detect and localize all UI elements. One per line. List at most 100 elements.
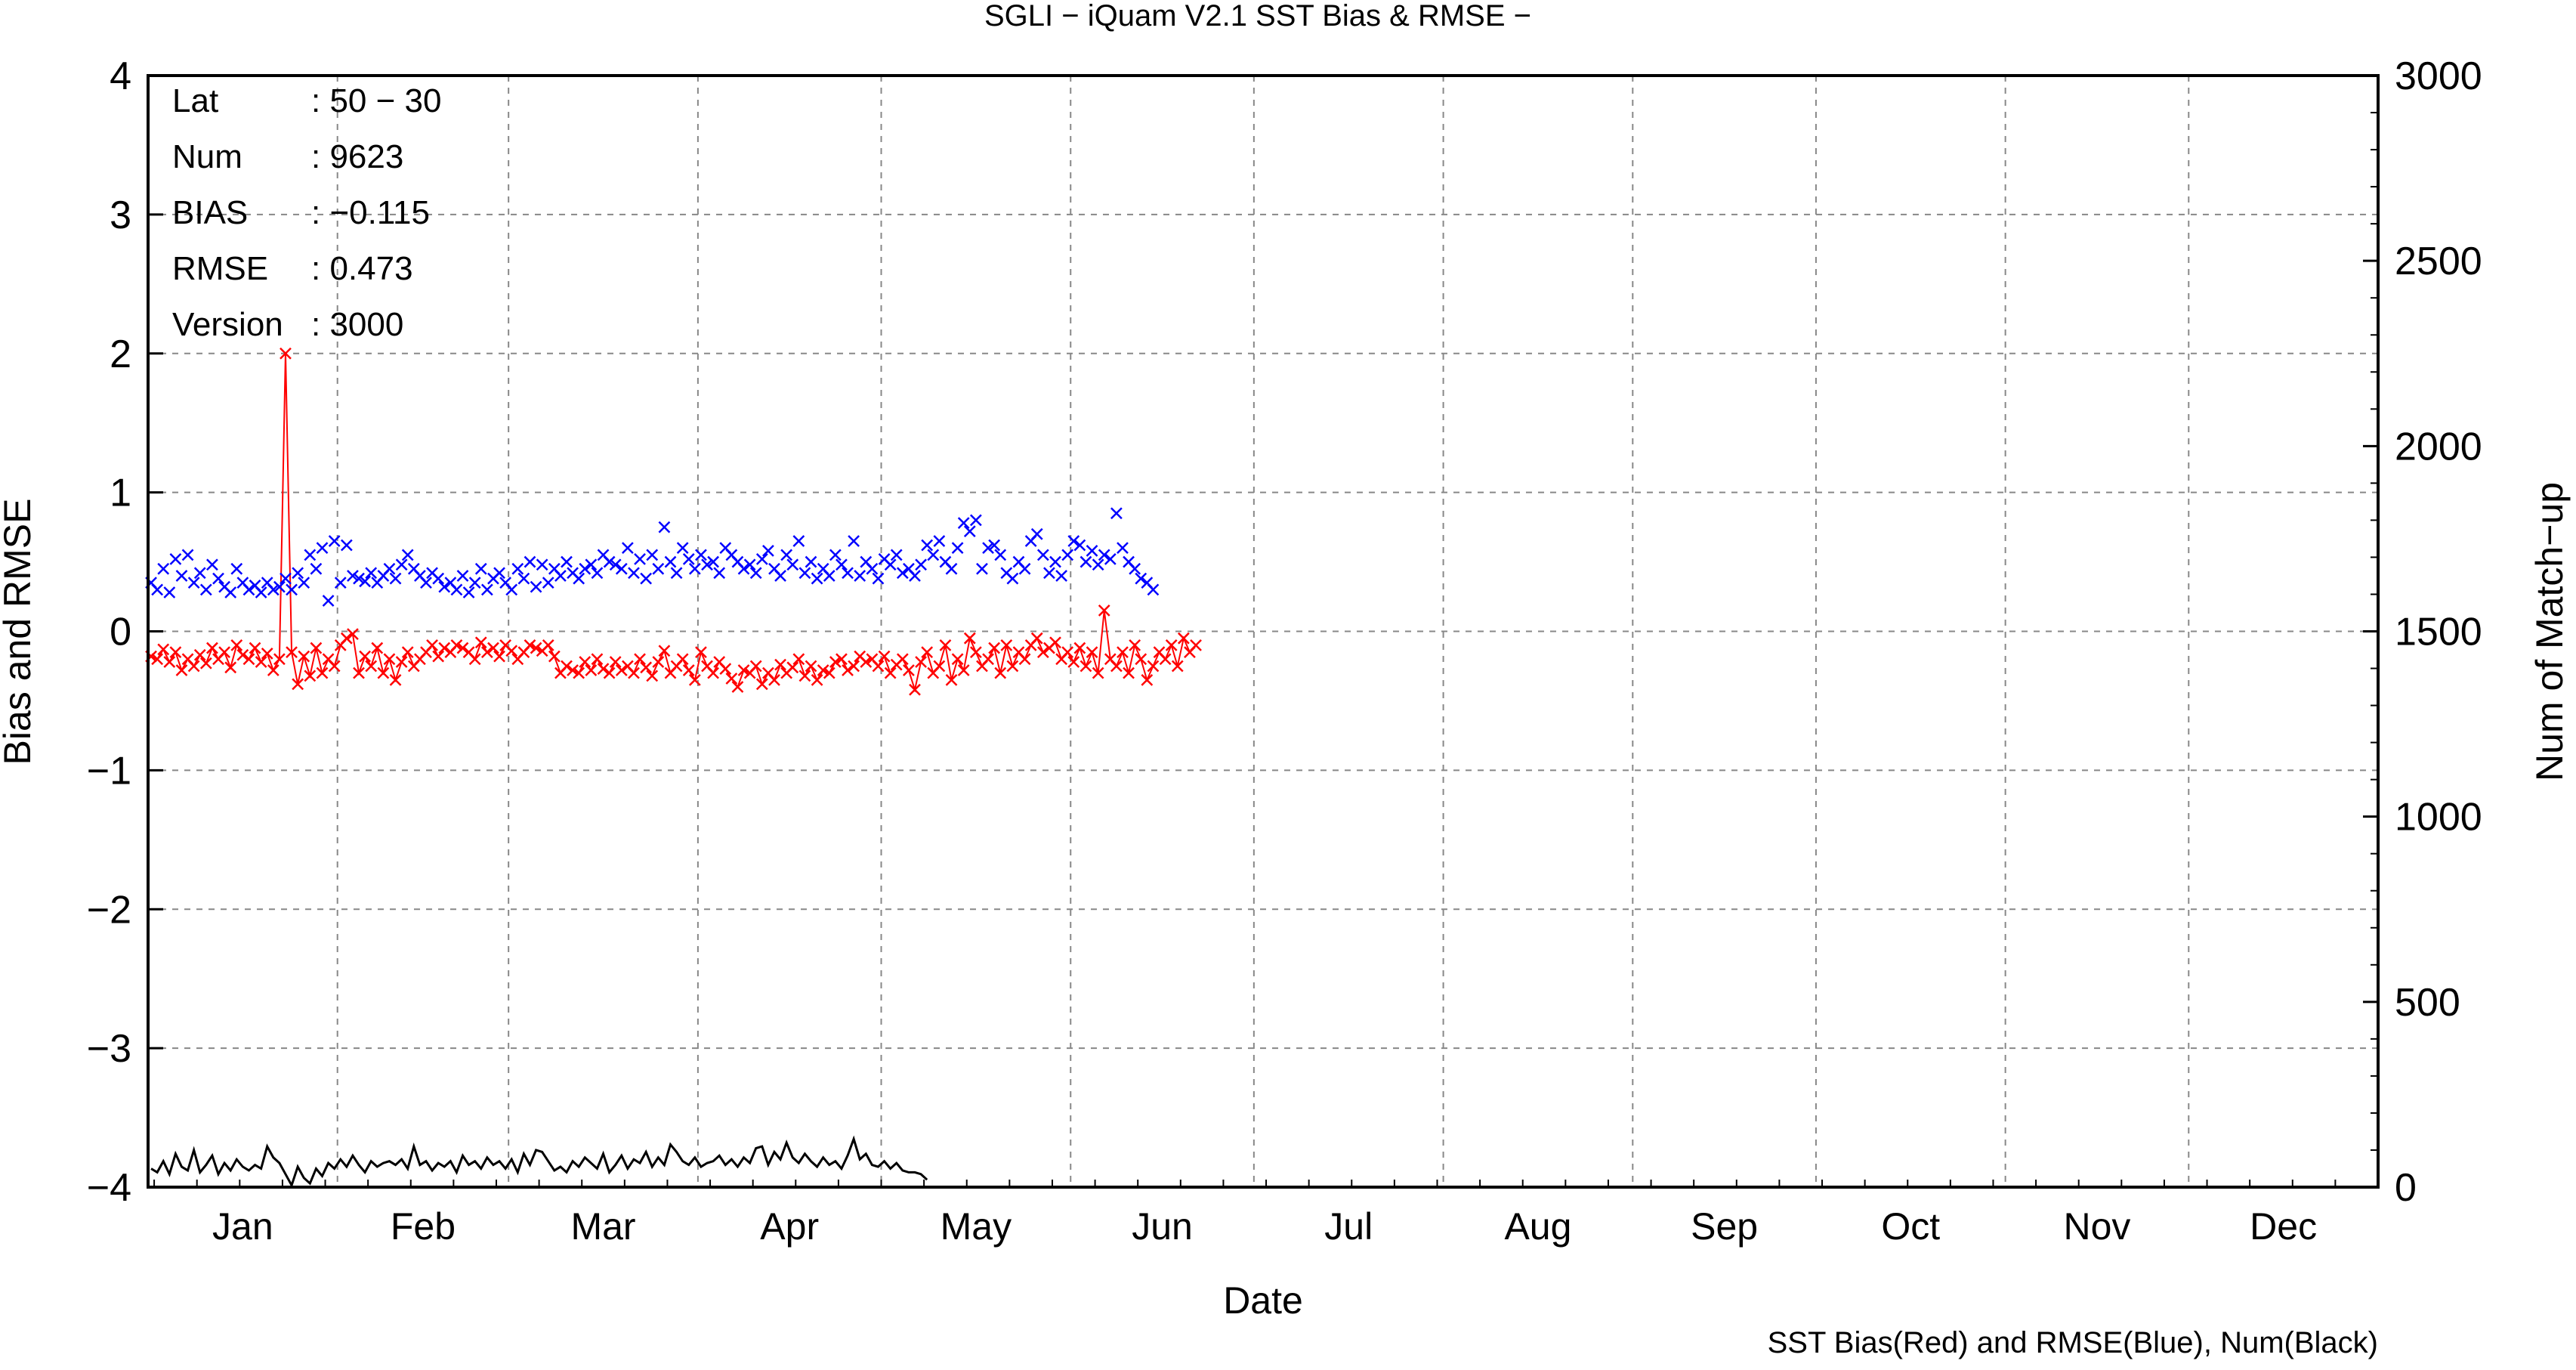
bias-series-point bbox=[585, 664, 598, 676]
bias-series-point bbox=[175, 664, 188, 676]
rmse-series-point bbox=[1147, 583, 1160, 596]
rmse-series-point bbox=[615, 562, 628, 575]
bias-series-point bbox=[963, 632, 976, 645]
rmse-series-point bbox=[517, 572, 530, 585]
y2-tick-label: 3000 bbox=[2395, 54, 2482, 98]
bias-series-point bbox=[1190, 639, 1202, 651]
y2-axis-label: Num of Match−up bbox=[2528, 482, 2571, 781]
rmse-series-point bbox=[695, 549, 707, 561]
bias-series-point bbox=[468, 653, 481, 666]
bias-series-point bbox=[1117, 646, 1129, 658]
bias-series-point bbox=[151, 653, 164, 666]
rmse-series-point bbox=[664, 555, 677, 568]
rmse-series-point bbox=[994, 549, 1007, 561]
stat-bias-value: : −0.115 bbox=[311, 194, 430, 231]
rmse-series-point bbox=[658, 521, 671, 533]
rmse-series-point bbox=[634, 553, 646, 565]
rmse-series-point bbox=[340, 539, 353, 552]
bias-series-point bbox=[426, 639, 438, 651]
bias-series-point bbox=[817, 664, 829, 676]
bias-series-point bbox=[310, 642, 323, 654]
stat-version-label: Version bbox=[172, 306, 283, 343]
bias-series-point bbox=[1092, 666, 1104, 679]
stat-num-label: Num bbox=[172, 138, 242, 175]
bias-series-point bbox=[169, 646, 182, 658]
rmse-series-point bbox=[199, 583, 212, 596]
bias-series-point bbox=[157, 643, 170, 656]
rmse-series-point bbox=[988, 539, 1001, 552]
y-tick-label: 1 bbox=[110, 472, 131, 515]
rmse-series-point bbox=[157, 562, 170, 575]
bias-series-point bbox=[249, 642, 261, 654]
bias-series-point bbox=[749, 660, 762, 673]
bias-series-point bbox=[359, 650, 371, 663]
rmse-series-point bbox=[896, 567, 909, 580]
bias-series-point bbox=[903, 664, 915, 676]
bias-series-point bbox=[542, 639, 554, 651]
bias-series-point bbox=[193, 648, 206, 661]
bias-series-point bbox=[957, 664, 970, 676]
rmse-series-point bbox=[792, 535, 805, 547]
y-tick-label: −4 bbox=[87, 1166, 131, 1210]
y-tick-label: −2 bbox=[87, 888, 131, 932]
rmse-series-point bbox=[1080, 555, 1092, 568]
rmse-series-point bbox=[334, 577, 347, 589]
rmse-series-point bbox=[1030, 527, 1043, 540]
rmse-series-point bbox=[151, 583, 164, 596]
rmse-series-point bbox=[1104, 553, 1117, 565]
rmse-series-point bbox=[175, 570, 188, 582]
rmse-series-point bbox=[579, 562, 591, 575]
rmse-series-point bbox=[945, 562, 958, 575]
bias-series-point bbox=[328, 660, 341, 673]
bias-series-point bbox=[805, 660, 817, 673]
rmse-series-point bbox=[628, 567, 640, 580]
rmse-series-point bbox=[255, 586, 267, 598]
bias-series-point bbox=[292, 678, 304, 691]
bias-series-point bbox=[395, 656, 408, 668]
rmse-series-point bbox=[450, 583, 463, 596]
bias-series-point bbox=[548, 650, 561, 663]
bias-series-point bbox=[389, 673, 402, 686]
bias-series-point bbox=[474, 636, 487, 649]
bias-series-point bbox=[298, 650, 310, 663]
rmse-series-point bbox=[1018, 562, 1031, 575]
stat-lat-value: : 50 − 30 bbox=[311, 82, 441, 119]
bias-series-point bbox=[634, 653, 646, 666]
rmse-series-point bbox=[848, 535, 860, 547]
bias-series-point bbox=[450, 639, 463, 651]
rmse-series-point bbox=[561, 555, 573, 568]
bias-series-point bbox=[842, 664, 854, 676]
rmse-series-point bbox=[1006, 572, 1019, 585]
rmse-series-point bbox=[193, 567, 206, 580]
rmse-series-point bbox=[347, 570, 359, 582]
x-tick-label: May bbox=[941, 1205, 1012, 1248]
rmse-series-point bbox=[933, 535, 946, 547]
bias-series-point bbox=[218, 646, 230, 658]
bias-series-point bbox=[273, 653, 286, 666]
bias-series-point bbox=[261, 648, 273, 660]
bias-series bbox=[145, 347, 1202, 696]
bias-series-point bbox=[480, 646, 493, 658]
grid-lines bbox=[148, 76, 2378, 1187]
bias-series-point bbox=[530, 642, 542, 654]
rmse-series-point bbox=[609, 558, 622, 571]
rmse-series-point bbox=[304, 549, 317, 561]
bias-series-point bbox=[615, 664, 628, 676]
axis-ticks: Jan Feb Mar Apr May Jun Jul Aug Sep Oct Nov Dec 4 3 2 1… bbox=[87, 54, 2482, 1248]
rmse-series-point bbox=[1129, 562, 1141, 575]
rmse-series-point bbox=[890, 549, 903, 561]
x-tick-label: Dec bbox=[2250, 1205, 2317, 1248]
rmse-series-point bbox=[836, 558, 848, 571]
rmse-series-point bbox=[163, 586, 176, 598]
stat-num-value: : 9623 bbox=[311, 138, 403, 175]
rmse-series-point bbox=[963, 525, 976, 537]
y2-tick-label: 0 bbox=[2395, 1166, 2417, 1210]
bias-series-point bbox=[640, 661, 653, 674]
bias-series-point bbox=[377, 666, 390, 679]
bias-series-point bbox=[939, 639, 952, 651]
rmse-series-point bbox=[401, 549, 414, 561]
bias-series-point bbox=[591, 653, 604, 666]
bias-series-point bbox=[603, 666, 616, 679]
rmse-series-point bbox=[230, 562, 243, 575]
rmse-series-point bbox=[181, 549, 194, 561]
